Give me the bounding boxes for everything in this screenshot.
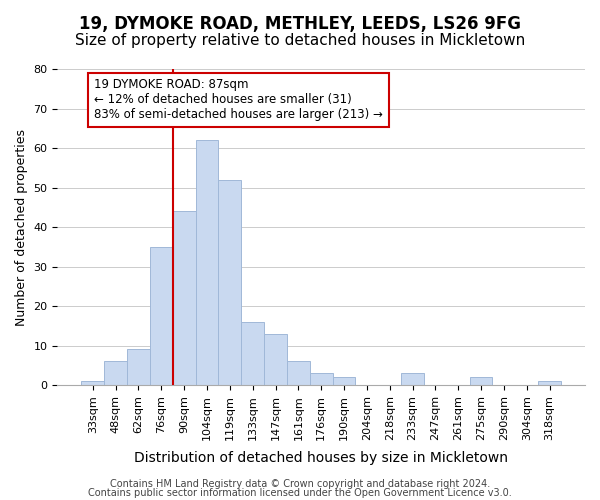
Text: 19 DYMOKE ROAD: 87sqm
← 12% of detached houses are smaller (31)
83% of semi-deta: 19 DYMOKE ROAD: 87sqm ← 12% of detached … bbox=[94, 78, 383, 122]
Bar bbox=[287, 362, 310, 385]
Bar bbox=[401, 373, 424, 385]
Bar bbox=[173, 211, 196, 385]
Bar bbox=[196, 140, 218, 385]
Text: Contains HM Land Registry data © Crown copyright and database right 2024.: Contains HM Land Registry data © Crown c… bbox=[110, 479, 490, 489]
Bar bbox=[310, 373, 332, 385]
Text: 19, DYMOKE ROAD, METHLEY, LEEDS, LS26 9FG: 19, DYMOKE ROAD, METHLEY, LEEDS, LS26 9F… bbox=[79, 15, 521, 33]
Bar bbox=[218, 180, 241, 385]
Bar bbox=[150, 247, 173, 385]
Text: Contains public sector information licensed under the Open Government Licence v3: Contains public sector information licen… bbox=[88, 488, 512, 498]
Bar bbox=[82, 381, 104, 385]
Bar bbox=[127, 350, 150, 385]
Bar bbox=[332, 377, 355, 385]
Bar bbox=[538, 381, 561, 385]
X-axis label: Distribution of detached houses by size in Mickletown: Distribution of detached houses by size … bbox=[134, 451, 508, 465]
Text: Size of property relative to detached houses in Mickletown: Size of property relative to detached ho… bbox=[75, 32, 525, 48]
Bar bbox=[264, 334, 287, 385]
Y-axis label: Number of detached properties: Number of detached properties bbox=[15, 128, 28, 326]
Bar bbox=[104, 362, 127, 385]
Bar bbox=[470, 377, 493, 385]
Bar bbox=[241, 322, 264, 385]
